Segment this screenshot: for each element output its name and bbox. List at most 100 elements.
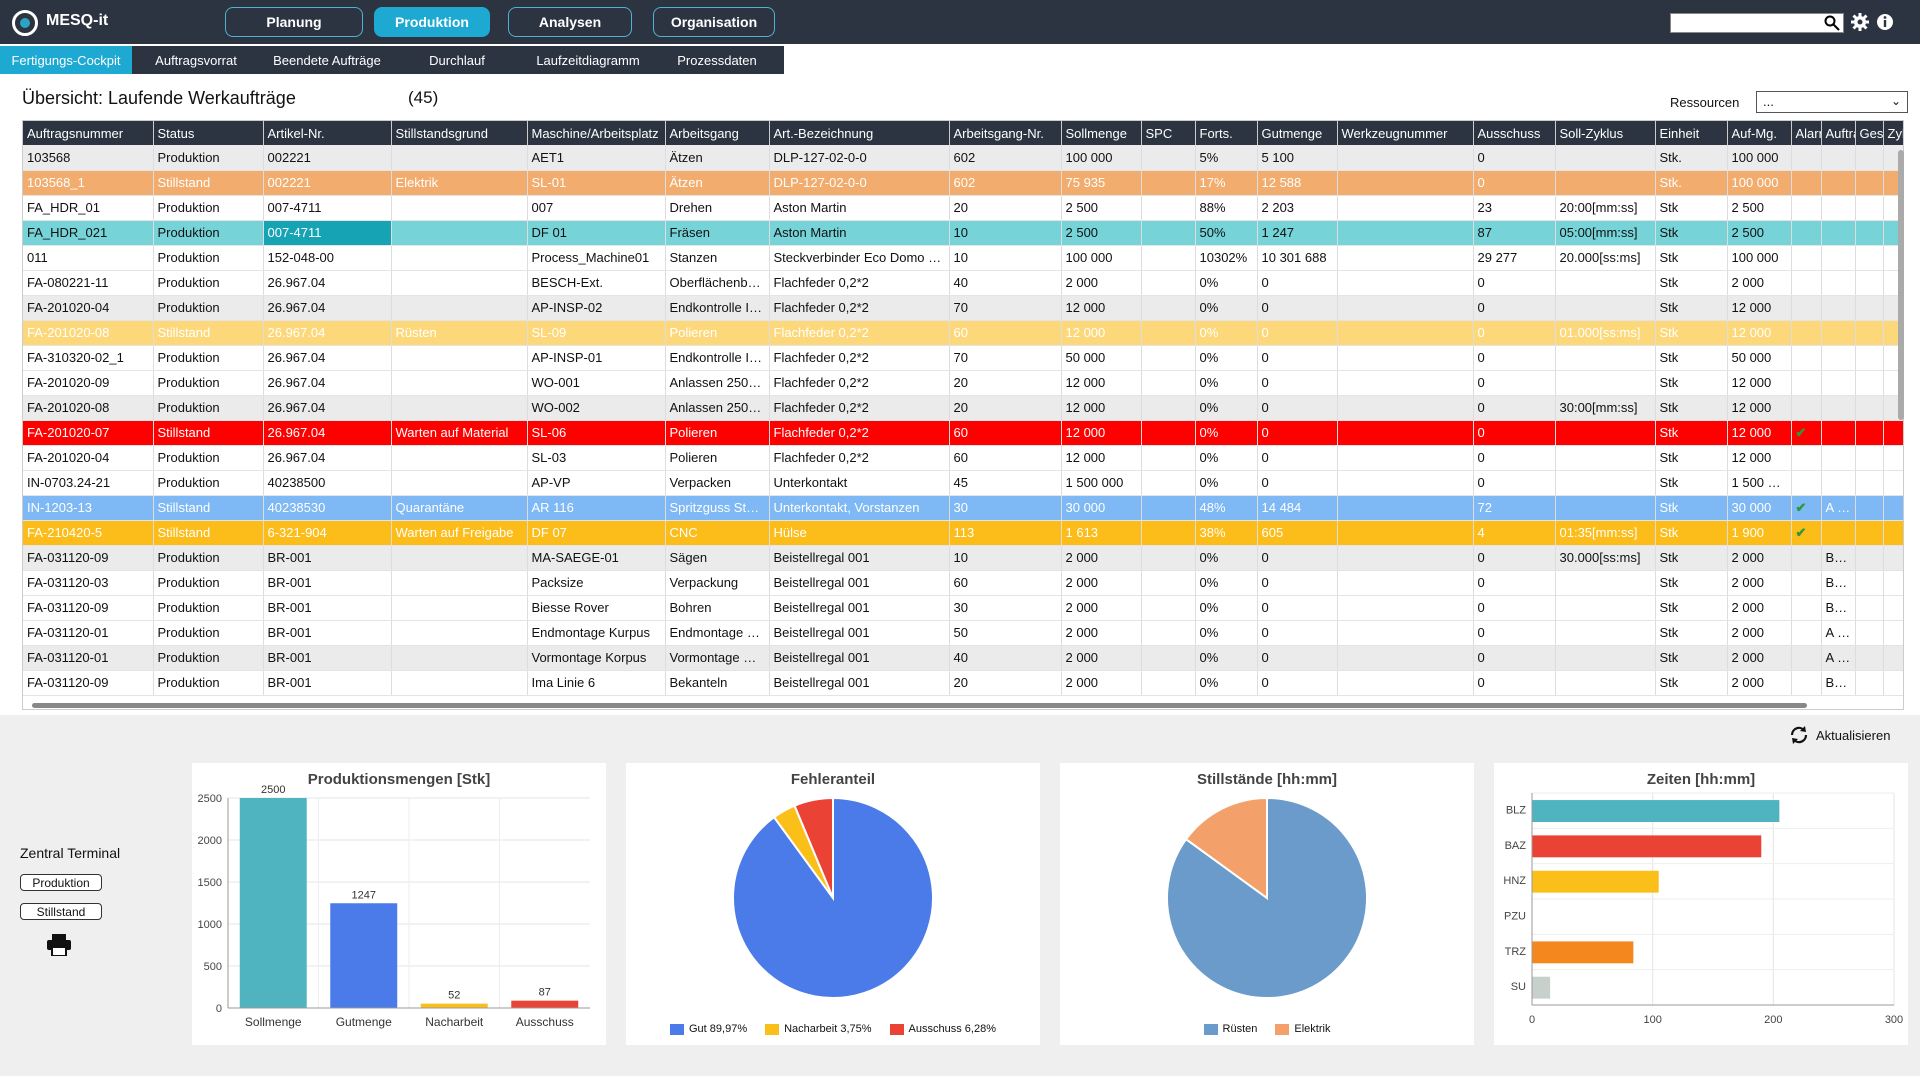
table-row[interactable]: FA-031120-09 Produktion BR-001 Biesse Rover… bbox=[23, 595, 1903, 621]
table-cell: WO-002 bbox=[527, 395, 666, 421]
table-row[interactable]: FA_HDR_021 Produktion 007-4711 DF 01 Fräsen A… bbox=[23, 220, 1903, 246]
table-row[interactable]: 011 Produktion 152-048-00 Process_Machine01… bbox=[23, 245, 1903, 271]
printer-icon[interactable] bbox=[46, 934, 72, 956]
column-header[interactable]: Art.-Bezeichnung bbox=[769, 121, 950, 145]
table-cell bbox=[1883, 520, 1903, 546]
tab-beendete-auftraege[interactable]: Beendete Aufträge bbox=[273, 52, 381, 68]
column-header[interactable]: Status bbox=[153, 121, 264, 145]
column-header[interactable]: Auftrag bbox=[1821, 121, 1856, 145]
table-row[interactable]: FA-210420-5 Stillstand 6-321-904 Warten auf… bbox=[23, 520, 1903, 546]
table-cell: 1 500 000 bbox=[1727, 470, 1792, 496]
table-cell: 0% bbox=[1195, 345, 1258, 371]
legend-item[interactable]: Nacharbeit 3,75% bbox=[765, 1023, 872, 1035]
table-row[interactable]: FA_HDR_01 Produktion 007-4711 007 Drehen Asto… bbox=[23, 195, 1903, 221]
table-cell: AR 116 bbox=[527, 495, 666, 521]
legend-item[interactable]: Elektrik bbox=[1275, 1023, 1330, 1035]
table-cell: 4 bbox=[1473, 520, 1556, 546]
column-header[interactable]: Stillstandsgrund bbox=[391, 121, 528, 145]
table-header-row: Auftragsnummer Status Artikel-Nr. Stillstan… bbox=[23, 121, 1903, 145]
column-header[interactable]: Einheit bbox=[1655, 121, 1728, 145]
column-header[interactable]: Arbeitsgang-Nr. bbox=[949, 121, 1062, 145]
table-cell: 0% bbox=[1195, 445, 1258, 471]
legend-item[interactable]: Ausschuss 6,28% bbox=[889, 1023, 996, 1035]
search-icon[interactable] bbox=[1824, 15, 1840, 31]
tab-prozessdaten[interactable]: Prozessdaten bbox=[677, 52, 757, 68]
table-cell: 12 000 bbox=[1061, 445, 1142, 471]
refresh-button[interactable]: Aktualisieren bbox=[1788, 724, 1890, 746]
table-row[interactable]: FA-201020-04 Produktion 26.967.04 SL-03 Poli… bbox=[23, 445, 1903, 471]
table-cell: Beistellregal 001 bbox=[769, 670, 950, 696]
table-row[interactable]: FA-201020-04 Produktion 26.967.04 AP-INSP-0… bbox=[23, 295, 1903, 321]
table-cell: 1 613 bbox=[1061, 520, 1142, 546]
column-header[interactable]: Gutmenge bbox=[1257, 121, 1338, 145]
production-button[interactable]: Produktion bbox=[20, 874, 102, 891]
table-cell: DF 07 bbox=[527, 520, 666, 546]
column-header[interactable]: Forts. bbox=[1195, 121, 1258, 145]
table-cell: BR-001 bbox=[263, 570, 392, 596]
table-cell bbox=[1821, 320, 1856, 346]
column-header[interactable]: Werkzeugnummer bbox=[1337, 121, 1474, 145]
tab-durchlauf[interactable]: Durchlauf bbox=[429, 52, 485, 68]
column-header[interactable]: Ges bbox=[1855, 121, 1884, 145]
table-row[interactable]: 103568_1 Stillstand 002221 Elektrik SL-01 Ätz… bbox=[23, 170, 1903, 196]
table-row[interactable]: FA-031120-01 Produktion BR-001 Endmontage K… bbox=[23, 620, 1903, 646]
nav-analysen[interactable]: Analysen bbox=[508, 7, 632, 37]
info-icon[interactable] bbox=[1876, 13, 1894, 31]
gear-icon[interactable] bbox=[1851, 13, 1869, 31]
legend-item[interactable]: Gut 89,97% bbox=[670, 1023, 747, 1035]
table-cell: CNC bbox=[665, 520, 770, 546]
table-cell bbox=[1141, 345, 1196, 371]
table-row[interactable]: FA-310320-02_1 Produktion 26.967.04 AP-INSP… bbox=[23, 345, 1903, 371]
table-row[interactable]: FA-201020-08 Produktion 26.967.04 WO-002 Anl… bbox=[23, 395, 1903, 421]
table-cell: Warten auf Freigabe bbox=[391, 520, 528, 546]
table-row[interactable]: FA-031120-01 Produktion BR-001 Vormontage K… bbox=[23, 645, 1903, 671]
table-row[interactable]: FA-201020-09 Produktion 26.967.04 WO-001 Anl… bbox=[23, 370, 1903, 396]
vertical-scrollbar[interactable] bbox=[1898, 150, 1904, 420]
table-row[interactable]: IN-1203-13 Stillstand 40238530 Quarantäne AR… bbox=[23, 495, 1903, 521]
column-header[interactable]: Zyk-I bbox=[1883, 121, 1903, 145]
x-tick-label: Ausschuss bbox=[516, 1015, 574, 1029]
column-header[interactable]: Soll-Zyklus bbox=[1555, 121, 1656, 145]
nav-produktion[interactable]: Produktion bbox=[374, 7, 490, 37]
table-row[interactable]: FA-201020-08 Stillstand 26.967.04 Rüsten SL-… bbox=[23, 320, 1903, 346]
table-row[interactable]: FA-031120-03 Produktion BR-001 Packsize Verp… bbox=[23, 570, 1903, 596]
table-row[interactable]: FA-201020-07 Stillstand 26.967.04 Warten au… bbox=[23, 420, 1903, 446]
table-cell: Produktion bbox=[153, 195, 264, 221]
column-header[interactable]: Auf-Mg. bbox=[1727, 121, 1792, 145]
column-header[interactable]: Sollmenge bbox=[1061, 121, 1142, 145]
table-cell: 0% bbox=[1195, 620, 1258, 646]
table-row[interactable]: IN-0703.24-21 Produktion 40238500 AP-VP Verp… bbox=[23, 470, 1903, 496]
stillstand-button[interactable]: Stillstand bbox=[20, 903, 102, 920]
column-header[interactable]: SPC bbox=[1141, 121, 1196, 145]
tab-laufzeitdiagramm[interactable]: Laufzeitdiagramm bbox=[536, 52, 640, 68]
table-cell: FA-201020-09 bbox=[23, 370, 154, 396]
table-row[interactable]: FA-031120-09 Produktion BR-001 MA-SAEGE-01 S… bbox=[23, 545, 1903, 571]
column-header[interactable]: Artikel-Nr. bbox=[263, 121, 392, 145]
nav-planung[interactable]: Planung bbox=[225, 7, 363, 37]
column-header[interactable]: Maschine/Arbeitsplatz bbox=[527, 121, 666, 145]
legend-item[interactable]: Rüsten bbox=[1203, 1023, 1257, 1035]
resources-value: ... bbox=[1763, 94, 1774, 109]
column-header[interactable]: Alarm bbox=[1791, 121, 1822, 145]
column-header[interactable]: Arbeitsgang bbox=[665, 121, 770, 145]
search-input[interactable] bbox=[1670, 13, 1844, 33]
table-cell bbox=[391, 545, 528, 571]
tab-auftragsvorrat[interactable]: Auftragsvorrat bbox=[155, 52, 237, 68]
table-cell: FA_HDR_01 bbox=[23, 195, 154, 221]
table-cell: 0 bbox=[1257, 295, 1338, 321]
horizontal-scrollbar[interactable] bbox=[32, 703, 1807, 708]
column-header[interactable]: Ausschuss bbox=[1473, 121, 1556, 145]
resources-select[interactable]: ... ⌄ bbox=[1756, 91, 1908, 113]
table-row[interactable]: FA-080221-11 Produktion 26.967.04 BESCH-Ext… bbox=[23, 270, 1903, 296]
tab-fertigungs-cockpit[interactable]: Fertigungs-Cockpit bbox=[0, 46, 132, 74]
table-row[interactable]: 103568 Produktion 002221 AET1 Ätzen DLP-127-0… bbox=[23, 145, 1903, 171]
table-cell: Stillstand bbox=[153, 420, 264, 446]
column-header[interactable]: Auftragsnummer bbox=[23, 121, 154, 145]
chart-times-title: Zeiten [hh:mm] bbox=[1646, 771, 1756, 788]
table-cell: Stk bbox=[1655, 620, 1728, 646]
table-cell bbox=[1791, 195, 1822, 221]
table-cell: Stillstand bbox=[153, 170, 264, 196]
nav-organisation[interactable]: Organisation bbox=[653, 7, 775, 37]
table-cell: 0 bbox=[1473, 570, 1556, 596]
